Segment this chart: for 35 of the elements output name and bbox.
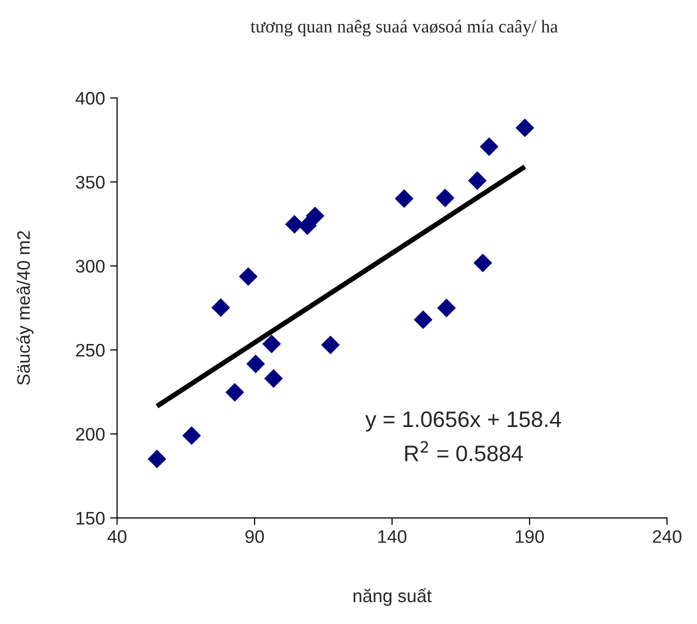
- point: [480, 137, 498, 156]
- annotation: R$^{2}$ = 0.5884: [405, 441, 523, 462]
- point: [298, 216, 317, 235]
- point: [262, 334, 281, 354]
- point: [182, 426, 201, 445]
- chart-title: tương quan naêg suaá vaøsoá mía caây/ ha: [250, 20, 558, 36]
- x-tick-label: 190: [516, 530, 544, 543]
- point: [437, 298, 456, 318]
- x-tick-label: 140: [378, 530, 406, 543]
- y-tick-label: 300: [76, 260, 105, 273]
- point: [321, 336, 340, 354]
- y-tick-label: 350: [76, 176, 105, 189]
- y-tick-label: 250: [76, 344, 105, 357]
- point: [468, 171, 487, 190]
- point: [211, 298, 230, 317]
- point: [394, 189, 414, 208]
- x-tick-label: 40: [107, 530, 126, 543]
- point: [516, 118, 534, 138]
- point: [414, 310, 432, 330]
- point: [436, 188, 454, 208]
- annotation: y = 1.0656x + 158.4: [365, 411, 562, 432]
- y-tick-label: 200: [76, 428, 105, 441]
- point: [148, 450, 166, 468]
- point: [306, 206, 324, 226]
- y-tick-label: 150: [76, 512, 105, 525]
- point: [264, 369, 283, 388]
- point: [246, 354, 265, 374]
- y-tick-label: 400: [76, 92, 105, 105]
- x-tick-label: 90: [245, 530, 264, 543]
- point: [238, 267, 258, 286]
- point: [225, 382, 244, 402]
- y-axis-title: Säucáy meâ/40 m2: [16, 231, 34, 385]
- x-axis-title: năng suất: [354, 588, 432, 606]
- point: [473, 254, 492, 272]
- x-tick-label: 240: [652, 530, 682, 543]
